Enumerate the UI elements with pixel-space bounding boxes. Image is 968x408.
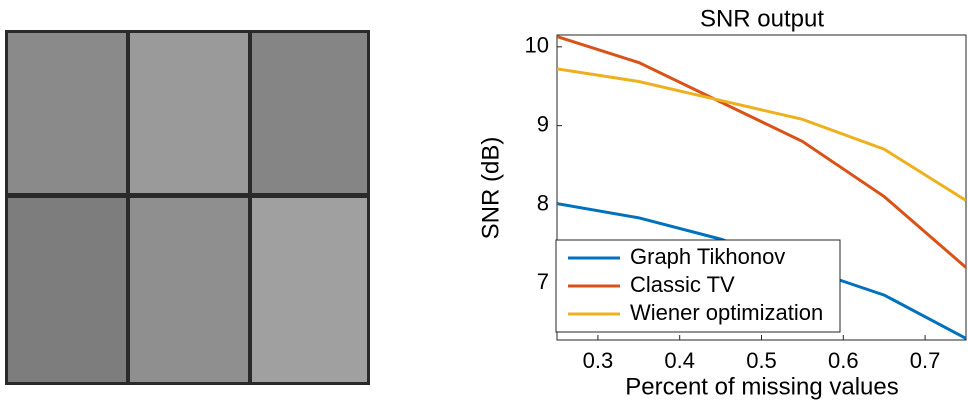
chart-title: SNR output bbox=[700, 5, 824, 32]
y-axis-label: SNR (dB) bbox=[477, 137, 504, 240]
x-axis-label: Percent of missing values bbox=[625, 373, 898, 400]
series-line bbox=[557, 67, 966, 202]
face-grid bbox=[5, 30, 370, 385]
y-tick-label: 7 bbox=[537, 269, 549, 294]
legend-label: Wiener optimization bbox=[630, 300, 823, 325]
x-tick-label: 0.3 bbox=[583, 348, 614, 373]
face-photo bbox=[252, 33, 367, 193]
y-tick-label: 8 bbox=[537, 190, 549, 215]
face-photo bbox=[8, 33, 126, 193]
y-tick-label: 9 bbox=[537, 111, 549, 136]
series-line bbox=[557, 35, 966, 269]
face-photo bbox=[130, 33, 248, 193]
legend-label: Graph Tikhonov bbox=[630, 244, 785, 269]
face-photo bbox=[252, 198, 367, 382]
x-tick-label: 0.5 bbox=[746, 348, 777, 373]
x-tick-label: 0.7 bbox=[910, 348, 941, 373]
face-photo bbox=[130, 198, 248, 382]
y-tick-label: 10 bbox=[525, 33, 549, 58]
legend-label: Classic TV bbox=[630, 272, 735, 297]
x-tick-label: 0.6 bbox=[828, 348, 859, 373]
x-tick-label: 0.4 bbox=[664, 348, 695, 373]
face-photo bbox=[8, 198, 126, 382]
